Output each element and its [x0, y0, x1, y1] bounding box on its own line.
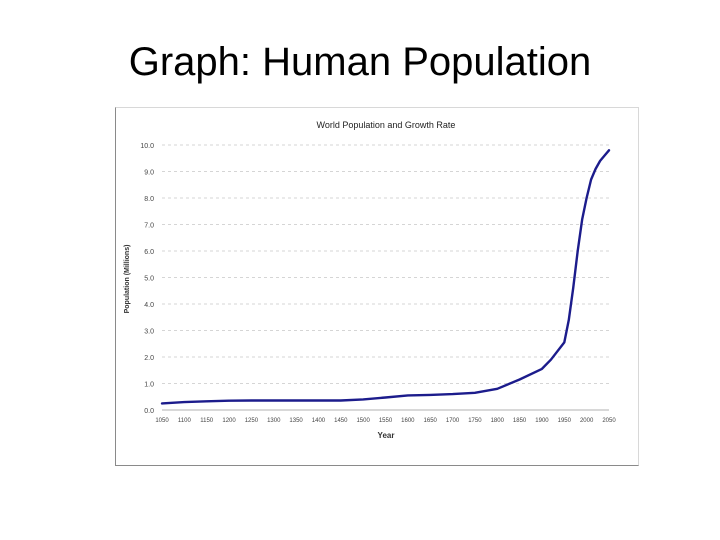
y-tick-label: 7.0	[144, 223, 154, 230]
x-axis-label: Year	[378, 431, 395, 440]
x-tick-label: 1700	[446, 418, 460, 424]
y-tick-label: 8.0	[144, 196, 154, 203]
x-tick-label: 1200	[222, 418, 236, 424]
y-tick-label: 9.0	[144, 170, 154, 177]
x-tick-label: 1150	[200, 418, 214, 424]
x-tick-label: 1400	[312, 418, 326, 424]
x-tick-label: 1500	[356, 418, 370, 424]
y-tick-label: 2.0	[144, 355, 154, 362]
y-tick-label: 1.0	[144, 382, 154, 389]
chart-title: World Population and Growth Rate	[317, 120, 456, 130]
chart-frame: World Population and Growth Rate Year Po…	[115, 107, 639, 466]
y-tick-labels: 0.0 1.0 2.0 3.0 4.0 5.0 6.0 7.0 8.0 9.0 10.0	[140, 143, 154, 415]
x-tick-label: 1650	[424, 418, 438, 424]
slide-title: Graph: Human Population	[128, 40, 592, 84]
x-tick-label: 1550	[379, 418, 393, 424]
x-tick-label: 1750	[468, 418, 482, 424]
y-tick-label: 4.0	[144, 302, 154, 309]
x-tick-label: 1300	[267, 418, 281, 424]
y-tick-label: 5.0	[144, 276, 154, 283]
y-tick-label: 6.0	[144, 249, 154, 256]
x-tick-label: 1250	[245, 418, 259, 424]
y-tick-label: 0.0	[144, 408, 154, 415]
x-tick-label: 1850	[513, 418, 527, 424]
grid-layer	[162, 144, 609, 411]
x-tick-label: 1350	[289, 418, 303, 424]
x-tick-label: 1900	[535, 418, 549, 424]
x-tick-labels: 1050 1100 1150 1200 1250 1300 1350 1400 1450 1500…	[155, 418, 616, 424]
y-tick-label: 3.0	[144, 329, 154, 336]
x-tick-label: 1950	[558, 418, 572, 424]
x-tick-label: 1100	[178, 418, 192, 424]
y-tick-label: 10.0	[140, 143, 154, 150]
population-line-chart: World Population and Growth Rate Year Po…	[124, 120, 616, 440]
x-tick-label: 1450	[334, 418, 348, 424]
y-axis-label: Population (Millions)	[124, 245, 131, 314]
series-layer	[160, 149, 611, 405]
x-tick-label: 1600	[401, 418, 415, 424]
x-tick-label: 2000	[580, 418, 594, 424]
population-series-line	[160, 149, 611, 405]
x-tick-label: 2050	[602, 418, 616, 424]
x-tick-label: 1050	[155, 418, 169, 424]
x-tick-label: 1800	[491, 418, 505, 424]
